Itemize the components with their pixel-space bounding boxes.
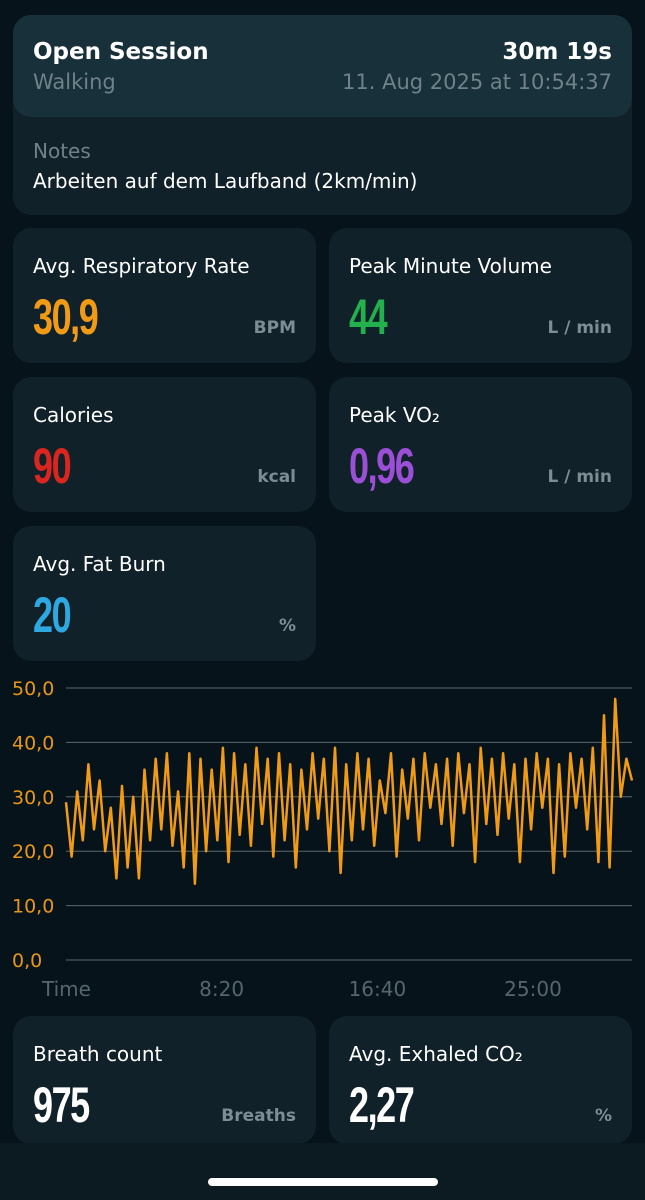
session-datetime: 11. Aug 2025 at 10:54:37 — [342, 70, 612, 94]
stat-label: Peak Minute Volume — [349, 254, 552, 278]
stat-card-minute-volume[interactable]: Peak Minute Volume 44 L / min — [329, 228, 632, 363]
stat-card-calories[interactable]: Calories 90 kcal — [13, 377, 316, 512]
series-line — [64, 697, 634, 886]
bottom-bar — [0, 1143, 645, 1200]
x-tick-label: 16:40 — [349, 977, 407, 1001]
y-tick-label: 0,0 — [12, 950, 42, 972]
stat-label: Peak VO₂ — [349, 403, 440, 427]
stat-label: Breath count — [33, 1042, 163, 1066]
stat-unit: % — [594, 1106, 612, 1126]
session-header: Open Session 30m 19s Walking 11. Aug 202… — [13, 15, 632, 117]
y-tick-label: 50,0 — [12, 678, 54, 700]
respiratory-rate-chart[interactable]: 0,0 10,0 20,0 30,0 40,0 50,0 Time 8:20 16:40 25:0… — [0, 670, 645, 1005]
stat-value: 44 — [349, 289, 388, 345]
notes-text: Arbeiten auf dem Laufband (2km/min) — [33, 169, 418, 193]
y-tick-label: 20,0 — [12, 841, 54, 863]
stat-unit: L / min — [547, 318, 612, 338]
stat-unit: L / min — [547, 467, 612, 487]
stat-value: 30,9 — [33, 289, 99, 345]
session-duration: 30m 19s — [502, 39, 612, 65]
stat-unit: kcal — [257, 467, 296, 487]
stat-card-breath-count[interactable]: Breath count 975 Breaths — [13, 1016, 316, 1144]
stat-card-vo2[interactable]: Peak VO₂ 0,96 L / min — [329, 377, 632, 512]
stat-value: 90 — [33, 438, 72, 494]
y-tick-label: 10,0 — [12, 896, 54, 918]
session-activity: Walking — [33, 70, 116, 94]
stat-label: Calories — [33, 403, 114, 427]
stat-unit: Breaths — [221, 1106, 296, 1126]
y-tick-label: 40,0 — [12, 732, 54, 754]
stat-card-fat-burn[interactable]: Avg. Fat Burn 20 % — [13, 526, 316, 661]
session-title: Open Session — [33, 39, 209, 65]
home-indicator[interactable] — [208, 1178, 438, 1186]
session-card: Open Session 30m 19s Walking 11. Aug 202… — [13, 15, 632, 215]
stat-card-respiratory-rate[interactable]: Avg. Respiratory Rate 30,9 BPM — [13, 228, 316, 363]
stat-label: Avg. Exhaled CO₂ — [349, 1042, 523, 1066]
stat-label: Avg. Respiratory Rate — [33, 254, 250, 278]
x-tick-label: 25:00 — [504, 977, 562, 1001]
notes-label: Notes — [33, 139, 91, 163]
stat-card-exhaled-co2[interactable]: Avg. Exhaled CO₂ 2,27 % — [329, 1016, 632, 1144]
stat-unit: BPM — [253, 318, 296, 338]
stat-value: 20 — [33, 587, 72, 643]
x-tick-label: 8:20 — [199, 977, 244, 1001]
x-tick-label: Time — [41, 977, 91, 1001]
stat-label: Avg. Fat Burn — [33, 552, 166, 576]
stat-unit: % — [278, 616, 296, 636]
y-tick-label: 30,0 — [12, 787, 54, 809]
stat-value: 975 — [33, 1077, 90, 1133]
stat-value: 2,27 — [349, 1077, 415, 1133]
stat-value: 0,96 — [349, 438, 415, 494]
